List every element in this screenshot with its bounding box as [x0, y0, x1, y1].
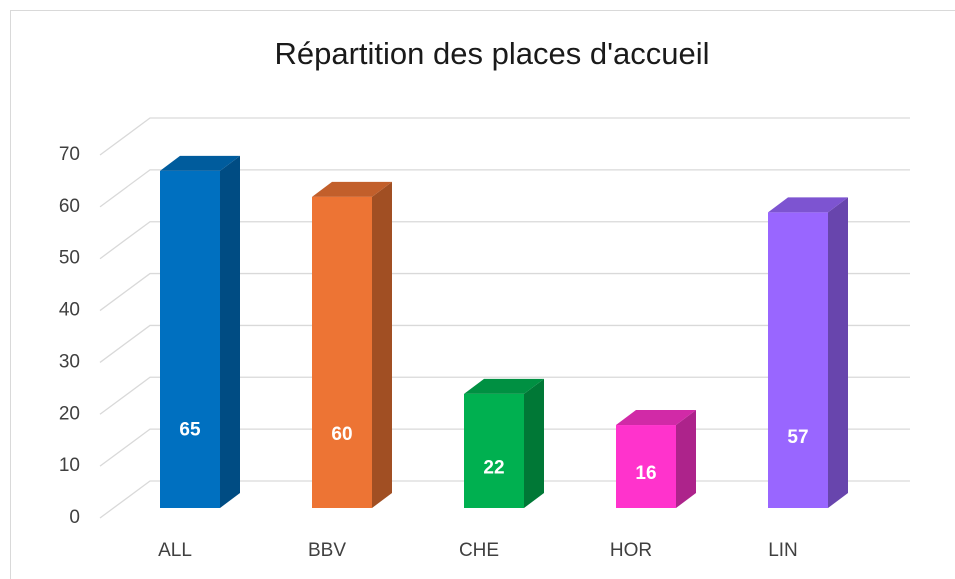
bar — [160, 155, 240, 508]
y-tick-label: 60 — [59, 196, 80, 217]
grid-line — [99, 272, 910, 312]
y-tick-label: 20 — [59, 403, 80, 424]
bar-top — [464, 378, 544, 394]
y-tick-label: 40 — [59, 300, 80, 321]
bar — [312, 181, 392, 508]
y-tick-label: 0 — [69, 507, 80, 528]
y-tick-label: 70 — [59, 144, 80, 165]
value-label: 16 — [635, 463, 656, 484]
bar-top — [160, 155, 240, 171]
x-tick-label: CHE — [459, 540, 499, 561]
grid-line — [99, 117, 910, 156]
x-tick-label: LIN — [768, 540, 798, 561]
bar-side — [828, 197, 848, 508]
bar-side — [372, 181, 392, 508]
chart-title: Répartition des places d'accueil — [275, 36, 710, 71]
bar-side — [220, 155, 240, 508]
bar-top — [768, 197, 848, 213]
bar-front — [464, 393, 524, 508]
value-label: 65 — [179, 420, 201, 441]
bar-side — [524, 378, 544, 508]
bar-front — [160, 170, 220, 508]
grid-line — [99, 376, 910, 415]
value-label: 22 — [483, 458, 504, 479]
bar-side — [676, 410, 696, 508]
bar-top — [312, 181, 392, 197]
value-label: 57 — [787, 427, 808, 448]
bar-front — [768, 212, 828, 508]
y-tick-label: 50 — [59, 248, 80, 269]
y-tick-label: 30 — [59, 351, 80, 372]
x-tick-label: ALL — [158, 540, 192, 561]
grid-line — [99, 169, 910, 208]
bar-front — [616, 425, 676, 508]
x-tick-label: BBV — [308, 540, 346, 561]
bar — [768, 197, 848, 508]
bar — [464, 378, 544, 508]
y-tick-label: 10 — [59, 455, 80, 476]
bar-top — [616, 410, 696, 426]
bar-front — [312, 196, 372, 508]
bar — [616, 410, 696, 508]
grid-line — [99, 221, 910, 260]
grid-line — [99, 324, 910, 363]
value-label: 60 — [331, 424, 352, 445]
x-tick-label: HOR — [610, 540, 652, 561]
